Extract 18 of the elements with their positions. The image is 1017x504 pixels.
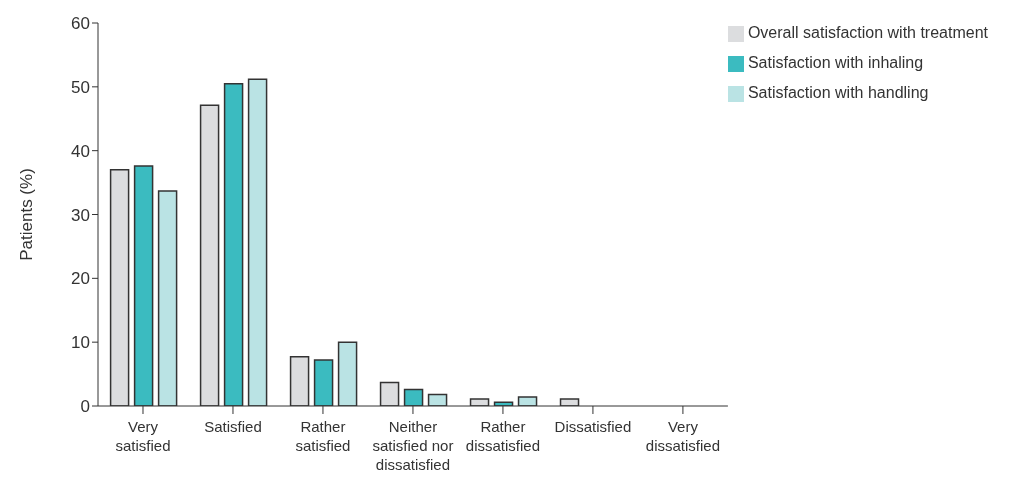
x-tick-label: Rather dissatisfied [465,418,541,454]
y-tick-label: 40 [71,141,90,161]
legend-label: Satisfaction with inhaling [747,54,924,71]
y-tick-label: 30 [71,205,90,225]
x-tick-label: Rather satisfied [295,418,351,454]
x-tick-label: Dissatisfied [554,418,632,435]
x-tick-label: Very satisfied [115,418,171,454]
x-tick-label: Very dissatisfied [645,418,721,454]
x-tick-label: Neither satisfied nor dissatisfied [372,418,454,473]
y-tick-label: 10 [71,333,90,353]
y-tick-label: 20 [71,269,90,289]
y-tick-label: 60 [71,14,90,34]
x-tick-label: Satisfied [204,418,262,435]
legend-label: Overall satisfaction with treatment [747,24,988,41]
y-axis-title: Patients (%) [17,168,37,261]
y-tick-label: 50 [71,77,90,97]
y-tick-label: 0 [80,397,90,417]
legend-label: Satisfaction with handling [747,84,929,101]
